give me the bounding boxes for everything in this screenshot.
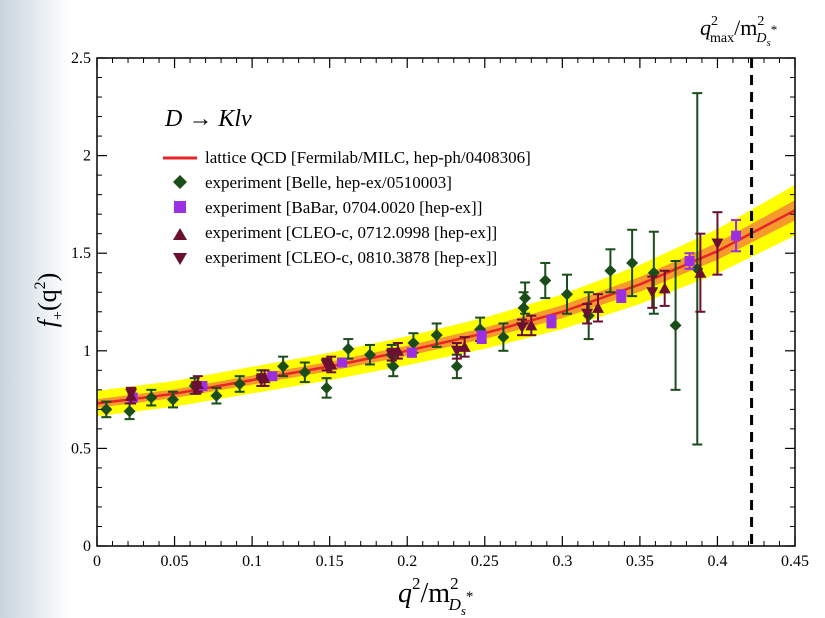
y-tick-label: 2.5 — [71, 50, 91, 67]
legend-label-lattice: lattice QCD [Fermilab/MILC, hep-ph/04083… — [205, 148, 531, 167]
y-tick-label: 1.5 — [71, 245, 91, 262]
marker-1-4 — [406, 347, 417, 358]
legend-label-babar: experiment [BaBar, 0704.0020 [hep-ex]] — [205, 198, 482, 217]
marker-3-5 — [450, 345, 463, 357]
marker-1-7 — [616, 291, 627, 302]
series-3 — [125, 211, 724, 401]
marker-0-5 — [210, 389, 223, 402]
legend: lattice QCD [Fermilab/MILC, hep-ph/04083… — [163, 148, 531, 267]
x-tick-label: 0.4 — [707, 553, 727, 570]
marker-0-17 — [450, 360, 463, 373]
series-2 — [125, 232, 707, 405]
marker-3-3 — [320, 359, 333, 371]
marker-0-15 — [407, 336, 420, 349]
chart-title: D → Klν — [164, 106, 252, 132]
legend-marker-belle — [173, 175, 187, 189]
marker-0-20 — [517, 301, 530, 314]
marker-0-12 — [363, 348, 376, 361]
marker-0-0 — [100, 403, 113, 416]
marker-1-8 — [684, 256, 695, 267]
marker-2-7 — [592, 301, 605, 313]
marker-0-28 — [669, 319, 682, 332]
marker-3-7 — [581, 308, 594, 320]
marker-2-8 — [658, 282, 671, 294]
y-axis-label: f+(q2) — [32, 273, 67, 328]
x-tick-label: 0.1 — [242, 553, 262, 570]
y-tick-label: 1 — [83, 343, 91, 360]
marker-1-5 — [476, 332, 487, 343]
marker-3-9 — [711, 238, 724, 250]
marker-0-26 — [626, 256, 639, 269]
marker-0-16 — [430, 329, 443, 342]
marker-0-10 — [320, 381, 333, 394]
legend-marker-babar — [174, 201, 186, 213]
plot-frame — [96, 57, 796, 547]
qmax-label: q2 max/m2 Ds* — [700, 14, 777, 49]
x-tick-label: 0.05 — [161, 553, 189, 570]
marker-3-2 — [255, 375, 268, 387]
marker-0-14 — [387, 360, 400, 373]
x-tick-label: 0.2 — [397, 553, 417, 570]
marker-0-22 — [539, 274, 552, 287]
marker-1-9 — [731, 230, 742, 241]
marker-2-9 — [694, 266, 707, 278]
legend-label-belle: experiment [Belle, hep-ex/0510003] — [205, 173, 452, 192]
marker-3-6 — [516, 322, 529, 334]
x-tick-label: 0.25 — [471, 553, 499, 570]
marker-3-1 — [190, 382, 203, 394]
marker-1-2 — [267, 371, 278, 382]
y-tick-label: 2 — [83, 148, 91, 165]
legend-label-cleo-2007: experiment [CLEO-c, 0712.0998 [hep-ex]] — [205, 223, 497, 242]
marker-0-9 — [298, 366, 311, 379]
background-photo-strip — [0, 0, 70, 618]
marker-0-6 — [233, 377, 246, 390]
marker-1-3 — [337, 357, 348, 368]
marker-0-21 — [519, 292, 532, 305]
x-tick-label: 0 — [93, 553, 101, 570]
marker-2-5 — [458, 340, 471, 352]
marker-0-11 — [342, 342, 355, 355]
legend-marker-cleo-2007 — [173, 228, 187, 240]
marker-3-8 — [646, 287, 659, 299]
legend-label-cleo-2008: experiment [CLEO-c, 0810.3878 [hep-ex]] — [205, 248, 497, 267]
ticks-layer: 0 0.05 0.1 0.15 0.2 0.25 0.3 0.35 0.4 0.45 0 0.5 1 1.… — [71, 50, 809, 570]
marker-0-23 — [560, 288, 573, 301]
marker-0-2 — [145, 391, 158, 404]
marker-3-4 — [385, 349, 398, 361]
legend-marker-cleo-2008 — [173, 253, 187, 265]
x-tick-label: 0.15 — [316, 553, 344, 570]
marker-2-6 — [525, 319, 538, 331]
marker-0-25 — [604, 264, 617, 277]
marker-3-0 — [125, 388, 138, 400]
marker-0-3 — [167, 393, 180, 406]
marker-0-1 — [123, 405, 136, 418]
marker-0-8 — [277, 360, 290, 373]
y-tick-label: 0 — [83, 538, 91, 555]
y-tick-label: 0.5 — [71, 440, 91, 457]
marker-0-19 — [497, 331, 510, 344]
x-axis-label: q2/m2 Ds* — [398, 574, 473, 618]
data-points-layer — [100, 92, 742, 446]
marker-1-6 — [546, 316, 557, 327]
x-tick-label: 0.3 — [552, 553, 572, 570]
x-tick-label: 0.35 — [626, 553, 654, 570]
x-tick-label: 0.45 — [781, 553, 809, 570]
plot-frame-layer — [96, 57, 796, 547]
